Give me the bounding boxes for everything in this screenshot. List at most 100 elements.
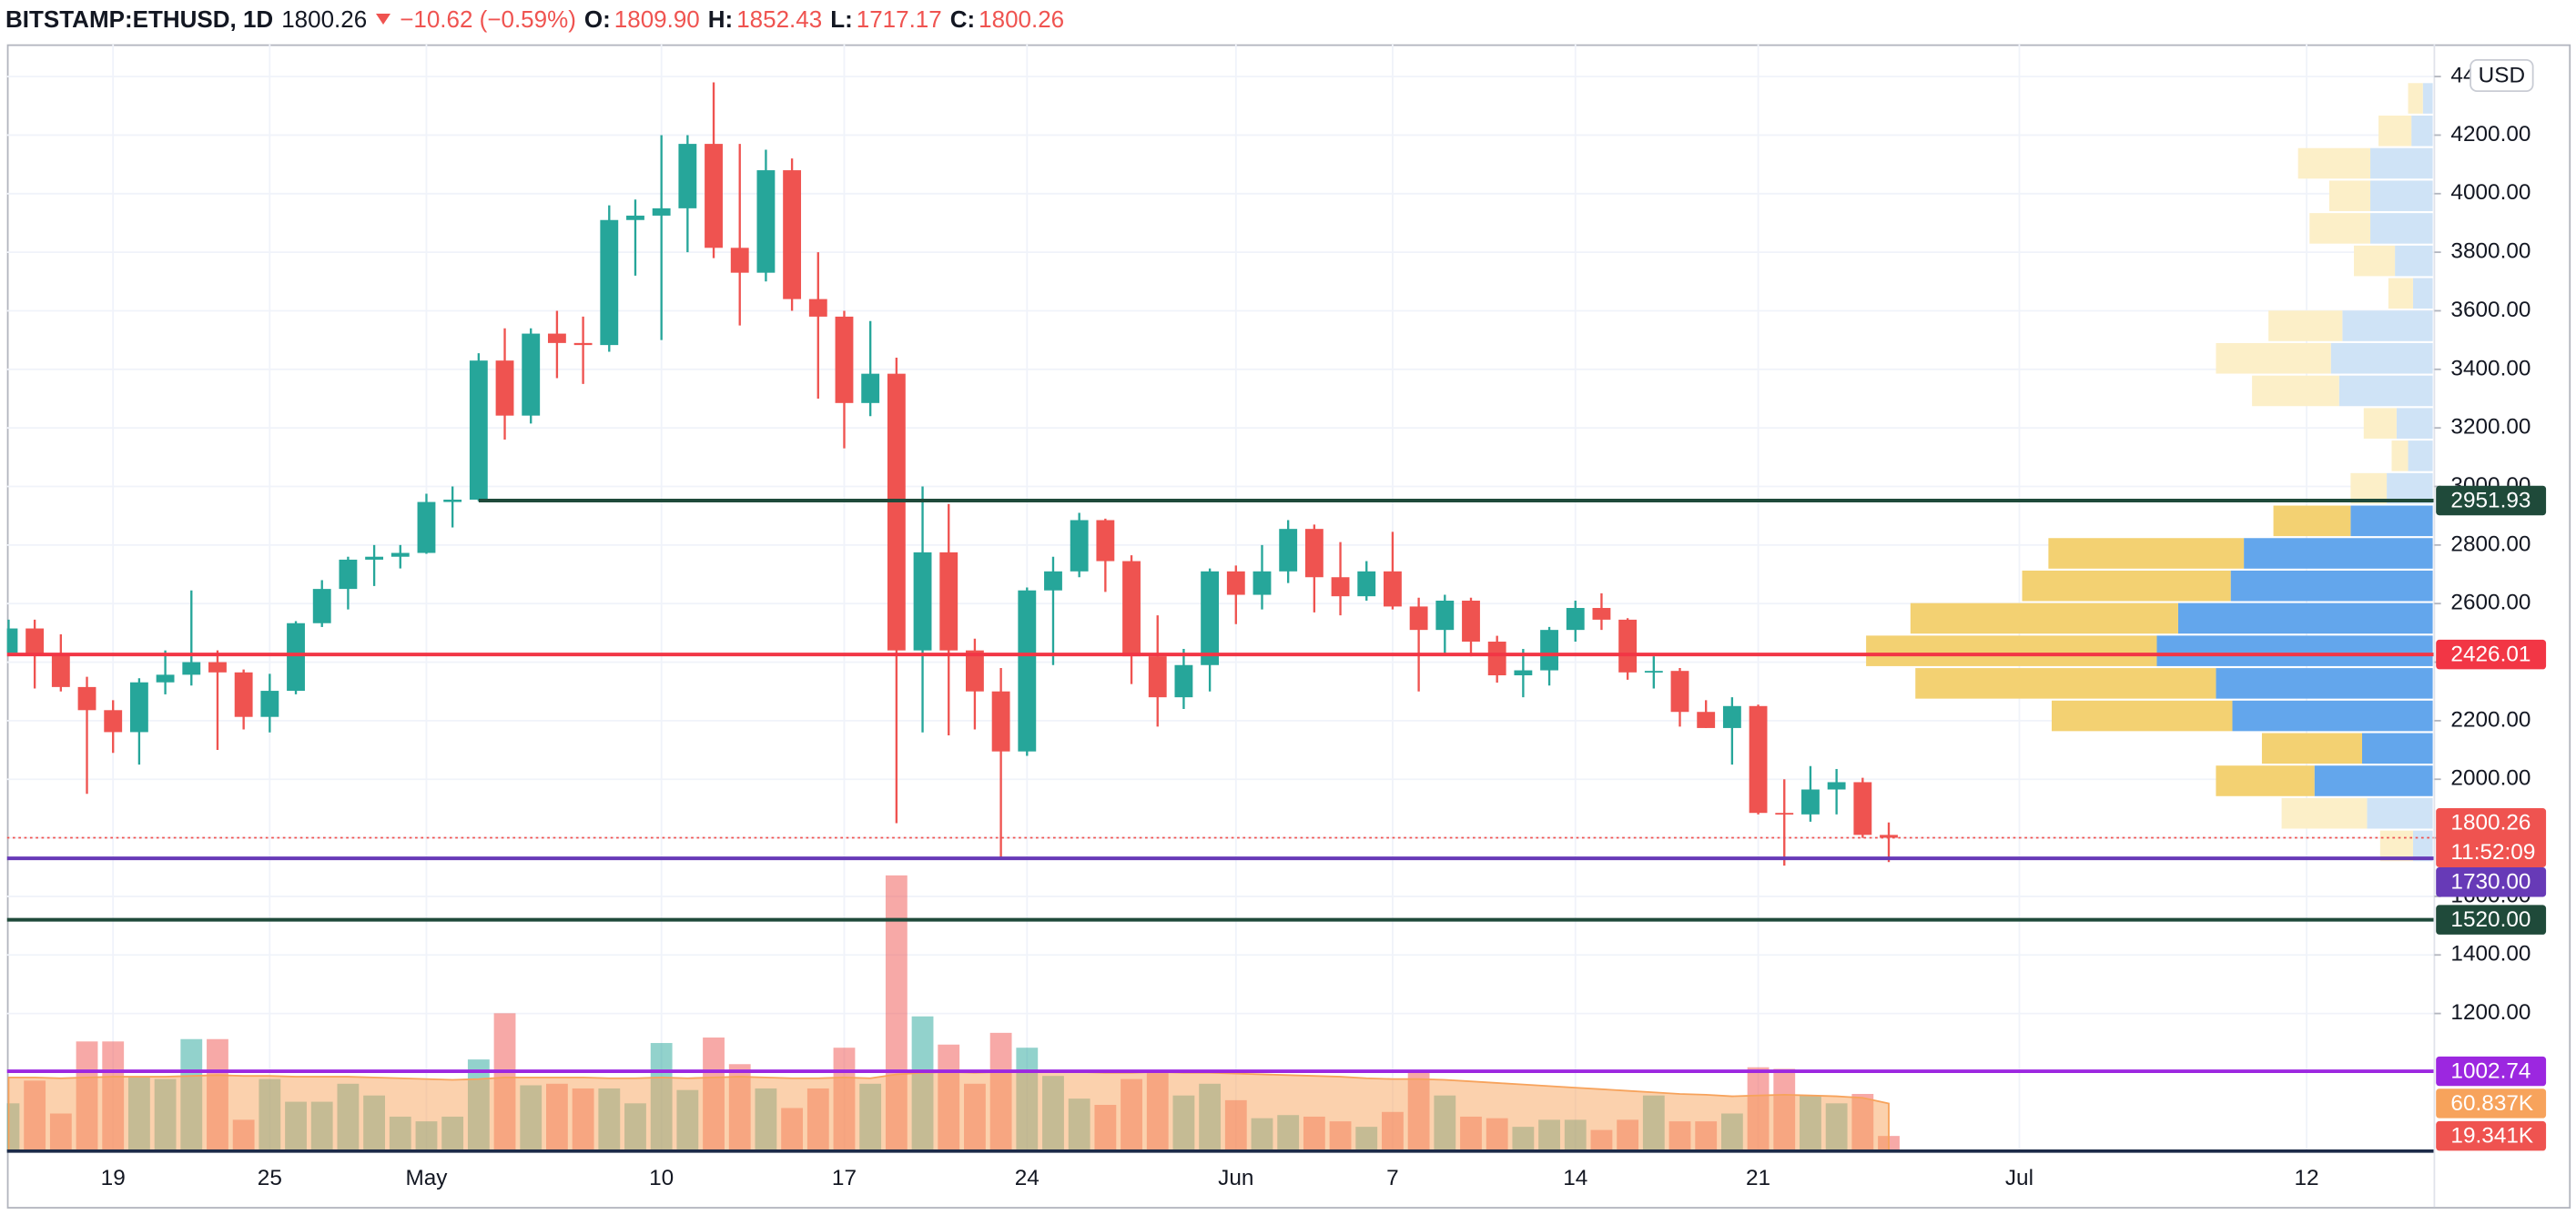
- candle-body: [1279, 529, 1298, 572]
- profile-down: [2353, 245, 2396, 277]
- profile-up: [2367, 797, 2433, 829]
- profile-up: [2177, 602, 2433, 634]
- candle-body: [1148, 656, 1167, 698]
- profile-up: [2330, 342, 2433, 374]
- profile-down: [1915, 668, 2216, 699]
- y-tick-label: 4200.00: [2450, 122, 2530, 147]
- price-change: −10.62 (−0.59%): [400, 5, 576, 33]
- y-tick-label: 3200.00: [2450, 415, 2530, 440]
- candles: [6, 82, 1898, 866]
- profile-up: [2232, 700, 2433, 732]
- volume-pane: [6, 875, 1900, 1151]
- candle-body: [156, 674, 175, 683]
- candle-body: [1384, 571, 1402, 607]
- candle-body: [287, 623, 305, 692]
- profile-down: [2309, 213, 2371, 244]
- x-tick-label: May: [405, 1166, 448, 1190]
- currency-frame: [2470, 58, 2534, 93]
- candle-body: [1357, 571, 1376, 597]
- candle-body: [1174, 664, 1193, 698]
- price-badge: [2436, 1120, 2547, 1151]
- candle-body: [390, 552, 410, 557]
- candle-body: [77, 686, 96, 711]
- y-tick-label: 2600.00: [2450, 591, 2530, 615]
- price-badge-label: 11:52:09: [2450, 840, 2535, 865]
- profile-up: [2350, 505, 2433, 537]
- candle-body: [1122, 561, 1141, 657]
- candle-body: [600, 219, 619, 346]
- profile-down: [2273, 505, 2351, 537]
- ohlc-value: 1800.26: [979, 5, 1065, 33]
- symbol: BITSTAMP:ETHUSD, 1D: [5, 5, 274, 33]
- candle-body: [1435, 600, 1455, 631]
- profile-down: [2379, 830, 2413, 862]
- candle-body: [1618, 619, 1638, 673]
- ohlc-high: H: 1852.43: [708, 5, 822, 34]
- candle-body: [913, 552, 932, 651]
- ohlc-label: O:: [583, 5, 611, 33]
- candle-body: [547, 333, 566, 343]
- profile-down: [2408, 83, 2423, 114]
- volume-profile: [1866, 83, 2433, 862]
- price-badge: [2436, 1088, 2547, 1119]
- candle-body: [1880, 835, 1898, 838]
- x-tick-label: Jun: [1218, 1166, 1253, 1190]
- candle-body: [234, 672, 253, 717]
- candle-body: [1201, 571, 1220, 665]
- profile-down: [2328, 180, 2371, 211]
- candle-body: [312, 589, 331, 623]
- y-tick-label: 2000.00: [2450, 766, 2530, 791]
- profile-up: [2338, 375, 2433, 407]
- y-tick-label: 1200.00: [2450, 1000, 2530, 1025]
- candle-body: [1566, 608, 1585, 631]
- candle-body: [1592, 608, 1611, 620]
- candle-body: [939, 552, 958, 651]
- profile-down: [2281, 797, 2368, 829]
- profile-down: [2268, 310, 2343, 341]
- x-tick-label: 10: [649, 1166, 674, 1190]
- candle-body: [1540, 630, 1558, 671]
- x-tick-label: 21: [1746, 1166, 1770, 1190]
- candle-body: [417, 501, 436, 553]
- candle-body: [104, 710, 123, 733]
- y-tick-label: 1400.00: [2450, 942, 2530, 967]
- candle-body: [1697, 712, 1716, 728]
- profile-down: [2388, 278, 2413, 309]
- ohlc-open: O: 1809.90: [584, 5, 700, 34]
- candle-body: [965, 650, 984, 692]
- profile-up: [2411, 116, 2433, 147]
- profile-up: [2342, 310, 2433, 341]
- y-tick-label: 4000.00: [2450, 180, 2530, 205]
- x-tick-label: 14: [1563, 1166, 1587, 1190]
- ohlc-label: H:: [707, 5, 734, 33]
- candle-body: [730, 248, 749, 273]
- candle-body: [1487, 642, 1506, 676]
- profile-down: [2051, 700, 2233, 732]
- profile-down: [2297, 147, 2371, 179]
- last-price: 1800.26: [281, 5, 368, 33]
- profile-up: [2370, 147, 2433, 179]
- profile-up: [2362, 733, 2433, 764]
- candle-body: [1853, 782, 1872, 835]
- y-tick-label: 2200.00: [2450, 707, 2530, 732]
- ohlc-close: C: 1800.26: [950, 5, 1064, 34]
- candle-body: [887, 373, 906, 651]
- candle-body: [1670, 671, 1689, 713]
- profile-up: [2396, 408, 2433, 439]
- candle-body: [652, 208, 671, 216]
- profile-up: [2422, 83, 2433, 114]
- candle-body: [783, 170, 802, 299]
- x-tick-label: 19: [101, 1166, 126, 1190]
- price-badge: [2436, 808, 2547, 867]
- ohlc-value: 1809.90: [614, 5, 700, 33]
- header: BITSTAMP:ETHUSD, 1D 1800.26 −10.62 (−0.5…: [5, 2, 1064, 36]
- profile-down: [2048, 538, 2245, 569]
- x-tick-label: 7: [1386, 1166, 1399, 1190]
- price-badge-label: 1800.26: [2450, 811, 2530, 835]
- candle-body: [1044, 571, 1062, 591]
- price-badge-label: 1520.00: [2450, 907, 2530, 932]
- y-tick-label: 3600.00: [2450, 298, 2530, 322]
- profile-up: [2230, 570, 2433, 602]
